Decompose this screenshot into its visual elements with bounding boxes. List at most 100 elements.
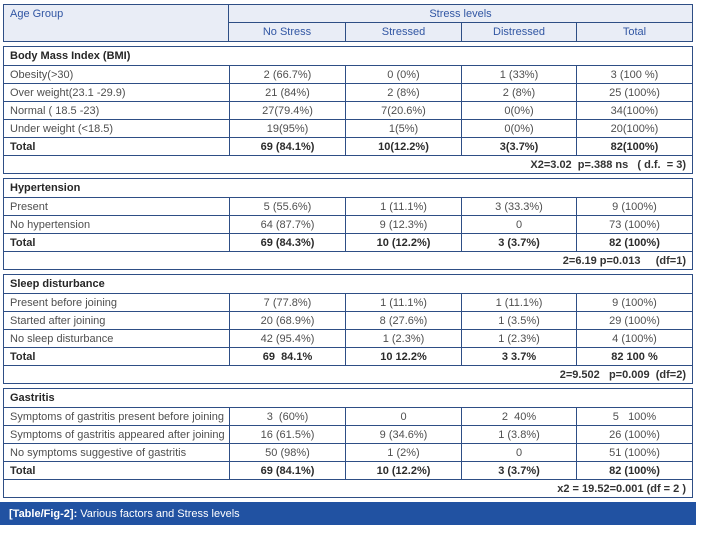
- row-label: Under weight (<18.5): [10, 122, 114, 135]
- section-title: Hypertension: [10, 182, 81, 194]
- section-statistics-row: 2=6.19 p=0.013 (df=1): [4, 251, 692, 269]
- cell-distressed: 0(0%): [461, 120, 576, 137]
- table-figure-page: Age Group Stress levels No Stress Stress…: [0, 4, 696, 525]
- figure-caption-bar: [Table/Fig-2]: Various factors and Stres…: [0, 502, 696, 525]
- cell-stressed: 1(5%): [345, 120, 461, 137]
- row-label: Total: [10, 140, 36, 153]
- cell-total: 82 100 %: [576, 348, 692, 365]
- column-header-age-group: Age Group: [4, 5, 229, 41]
- cell-distressed: 1 (3.8%): [461, 426, 576, 443]
- cell-stressed: 8 (27.6%): [345, 312, 461, 329]
- figure-caption-tag: [Table/Fig-2]:: [9, 507, 78, 520]
- total-row: Total 69 (84.1%) 10(12.2%) 3(3.7%) 82(10…: [4, 137, 692, 155]
- cell-stressed: 10(12.2%): [345, 138, 461, 155]
- table-section: Body Mass Index (BMI) Obesity(>30) 2 (66…: [3, 46, 693, 174]
- cell-no-stress: 7 (77.8%): [229, 294, 345, 311]
- cell-distressed: 3(3.7%): [461, 138, 576, 155]
- section-title-row: Hypertension: [4, 179, 692, 197]
- cell-total: 9 (100%): [576, 294, 692, 311]
- section-statistics: 2=6.19 p=0.013 (df=1): [562, 254, 686, 267]
- row-label: Symptoms of gastritis appeared after joi…: [10, 428, 225, 441]
- section-title: Body Mass Index (BMI): [10, 50, 131, 62]
- row-label: Total: [10, 464, 36, 477]
- cell-stressed: 0: [345, 408, 461, 425]
- cell-distressed: 1 (2.3%): [461, 330, 576, 347]
- cell-distressed: 3 (3.7%): [461, 462, 576, 479]
- cell-stressed: 10 (12.2%): [345, 462, 461, 479]
- column-header-stressed: Stressed: [345, 23, 461, 41]
- row-label: Total: [10, 350, 36, 363]
- cell-stressed: 10 (12.2%): [345, 234, 461, 251]
- row-label: Present before joining: [10, 296, 118, 309]
- cell-distressed: 3 3.7%: [461, 348, 576, 365]
- cell-no-stress: 3 (60%): [229, 408, 345, 425]
- table-header-grid: Age Group Stress levels No Stress Stress…: [4, 5, 692, 41]
- cell-distressed: 0(0%): [461, 102, 576, 119]
- cell-distressed: 2 (8%): [461, 84, 576, 101]
- cell-stressed: 1 (11.1%): [345, 198, 461, 215]
- cell-stressed: 1 (11.1%): [345, 294, 461, 311]
- row-label: No hypertension: [10, 218, 91, 231]
- table-header-block: Age Group Stress levels No Stress Stress…: [3, 4, 693, 42]
- cell-total: 5 100%: [576, 408, 692, 425]
- cell-stressed: 10 12.2%: [345, 348, 461, 365]
- column-header-no-stress: No Stress: [229, 23, 345, 41]
- cell-no-stress: 69 (84.1%): [229, 138, 345, 155]
- table-row: No hypertension 64 (87.7%) 9 (12.3%) 0 7…: [4, 215, 692, 233]
- table-section: Gastritis Symptoms of gastritis present …: [3, 388, 693, 498]
- table-section: Hypertension Present 5 (55.6%) 1 (11.1%)…: [3, 178, 693, 270]
- table-row: No sleep disturbance 42 (95.4%) 1 (2.3%)…: [4, 329, 692, 347]
- cell-total: 82 (100%): [576, 234, 692, 251]
- cell-distressed: 3 (33.3%): [461, 198, 576, 215]
- cell-stressed: 0 (0%): [345, 66, 461, 83]
- cell-stressed: 7(20.6%): [345, 102, 461, 119]
- cell-stressed: 1 (2%): [345, 444, 461, 461]
- cell-no-stress: 69 (84.3%): [229, 234, 345, 251]
- row-label: Total: [10, 236, 36, 249]
- cell-total: 82(100%): [576, 138, 692, 155]
- cell-distressed: 0: [461, 216, 576, 233]
- section-statistics-row: X2=3.02 p=.388 ns ( d.f. = 3): [4, 155, 692, 173]
- cell-no-stress: 5 (55.6%): [229, 198, 345, 215]
- cell-no-stress: 21 (84%): [229, 84, 345, 101]
- section-title: Gastritis: [10, 392, 55, 404]
- table-row: Obesity(>30) 2 (66.7%) 0 (0%) 1 (33%) 3 …: [4, 65, 692, 83]
- table-row: Started after joining 20 (68.9%) 8 (27.6…: [4, 311, 692, 329]
- cell-distressed: 3 (3.7%): [461, 234, 576, 251]
- cell-no-stress: 20 (68.9%): [229, 312, 345, 329]
- cell-total: 3 (100 %): [576, 66, 692, 83]
- section-statistics: X2=3.02 p=.388 ns ( d.f. = 3): [530, 158, 686, 171]
- cell-distressed: 2 40%: [461, 408, 576, 425]
- section-title-row: Gastritis: [4, 389, 692, 407]
- cell-no-stress: 2 (66.7%): [229, 66, 345, 83]
- row-label: Normal ( 18.5 -23): [10, 104, 100, 117]
- cell-total: 26 (100%): [576, 426, 692, 443]
- section-statistics-row: x2 = 19.52=0.001 (df = 2 ): [4, 479, 692, 497]
- cell-total: 4 (100%): [576, 330, 692, 347]
- cell-no-stress: 19(95%): [229, 120, 345, 137]
- table-row: Over weight(23.1 -29.9) 21 (84%) 2 (8%) …: [4, 83, 692, 101]
- cell-stressed: 9 (34.6%): [345, 426, 461, 443]
- column-header-distressed: Distressed: [461, 23, 576, 41]
- cell-total: 34(100%): [576, 102, 692, 119]
- column-header-total: Total: [576, 23, 692, 41]
- row-label: Started after joining: [10, 314, 106, 327]
- cell-no-stress: 27(79.4%): [229, 102, 345, 119]
- cell-stressed: 1 (2.3%): [345, 330, 461, 347]
- cell-stressed: 9 (12.3%): [345, 216, 461, 233]
- cell-no-stress: 64 (87.7%): [229, 216, 345, 233]
- total-row: Total 69 (84.3%) 10 (12.2%) 3 (3.7%) 82 …: [4, 233, 692, 251]
- row-label: Obesity(>30): [10, 68, 74, 81]
- section-title-row: Sleep disturbance: [4, 275, 692, 293]
- row-label: No sleep disturbance: [10, 332, 114, 345]
- cell-total: 51 (100%): [576, 444, 692, 461]
- row-label: Present: [10, 200, 48, 213]
- cell-stressed: 2 (8%): [345, 84, 461, 101]
- section-title-row: Body Mass Index (BMI): [4, 47, 692, 65]
- table-row: Symptoms of gastritis appeared after joi…: [4, 425, 692, 443]
- row-label: Over weight(23.1 -29.9): [10, 86, 126, 99]
- cell-distressed: 1 (3.5%): [461, 312, 576, 329]
- total-row: Total 69 84.1% 10 12.2% 3 3.7% 82 100 %: [4, 347, 692, 365]
- section-title: Sleep disturbance: [10, 278, 105, 290]
- cell-distressed: 1 (11.1%): [461, 294, 576, 311]
